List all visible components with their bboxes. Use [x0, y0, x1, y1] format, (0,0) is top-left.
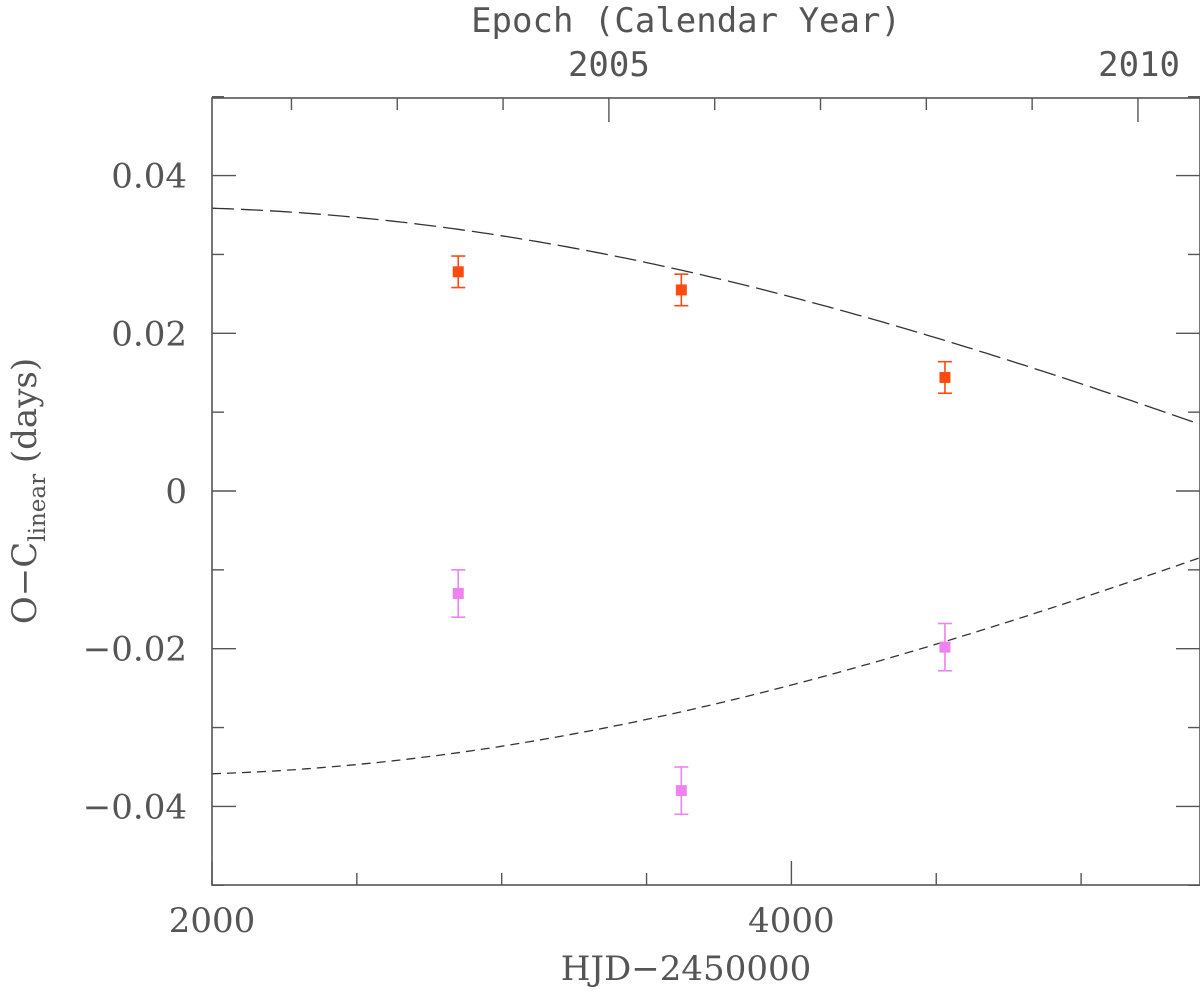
y-tick-label: 0: [165, 472, 187, 512]
tick-labels: 200040006000800010420052010201520200.040…: [83, 45, 1180, 941]
point-marker: [452, 588, 464, 600]
plot-frame: [211, 97, 1200, 886]
y-axis-title: O−Clinear (days): [5, 358, 51, 624]
y-tick-label: 0.04: [111, 157, 187, 197]
top-tick-label: 2005: [568, 45, 650, 85]
data-points: [451, 255, 952, 816]
point-marker: [452, 266, 464, 278]
model-curve-long-dash: [211, 207, 1200, 425]
point-marker: [675, 284, 687, 296]
x-tick-label-base: 4000: [748, 901, 835, 941]
data-point: [674, 273, 689, 307]
y-tick-label: −0.04: [83, 787, 187, 827]
point-marker: [939, 641, 951, 653]
model-curves: [211, 207, 1200, 775]
data-point: [937, 622, 952, 672]
data-point: [451, 569, 466, 618]
top-tick-label: 2010: [1098, 45, 1180, 85]
y-axis-title-subscript: linear: [25, 474, 51, 542]
top-axis-title: Epoch (Calendar Year): [471, 1, 901, 41]
y-axis-title-unit: (days): [5, 358, 45, 474]
x-tick-label-base: 2000: [169, 901, 256, 941]
point-marker: [939, 371, 951, 383]
data-point: [937, 360, 952, 395]
y-tick-label: −0.02: [83, 630, 187, 670]
y-axis-title-main: O−C: [5, 542, 45, 624]
x-tick-label: 4000: [748, 901, 835, 941]
y-tick-label: 0.02: [111, 314, 187, 354]
axis-ticks: [211, 96, 1200, 886]
data-point: [451, 255, 466, 289]
model-curve-short-dash: [211, 557, 1200, 775]
x-tick-label: 2000: [169, 901, 256, 941]
x-axis-title: HJD−2450000: [561, 949, 811, 989]
data-point: [674, 766, 689, 816]
point-marker: [675, 785, 687, 797]
